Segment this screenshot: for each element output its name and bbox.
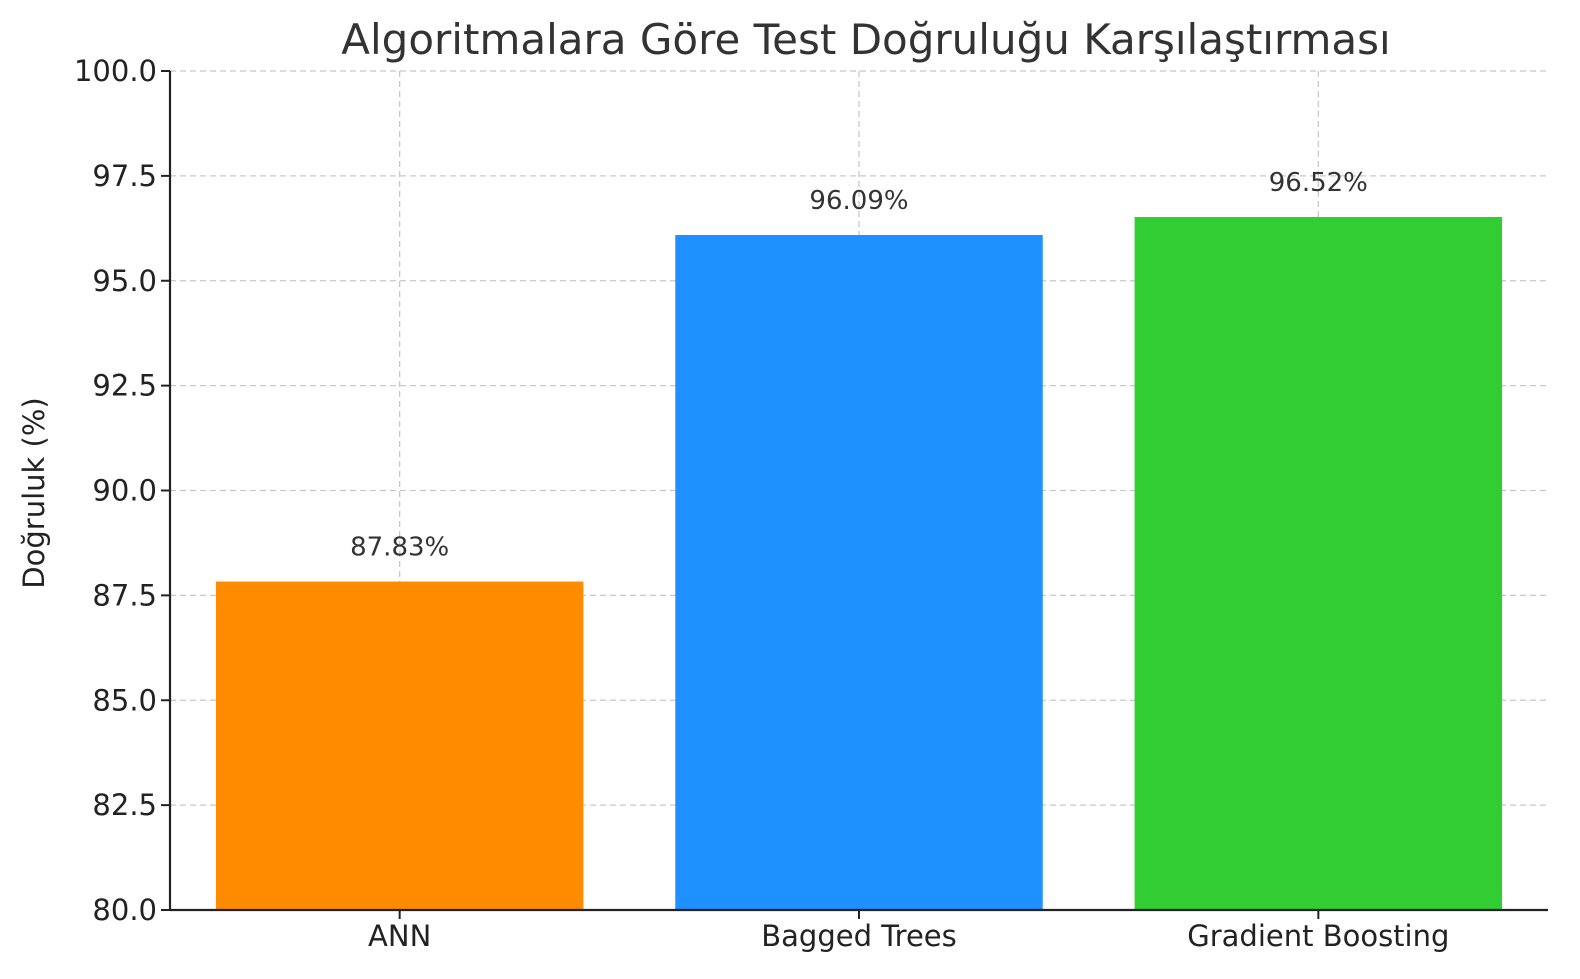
y-tick-label: 95.0 [92,264,157,298]
y-tick-label: 92.5 [92,369,157,403]
bar-gradient-boosting [1134,216,1503,911]
labels: 80.0 82.5 85.0 87.5 90.0 92.5 95.0 97.5 100.0 87.… [74,54,1449,953]
data-label: 87.83% [350,533,449,563]
y-tick-label: 85.0 [92,683,157,717]
data-label: 96.52% [1269,168,1368,198]
bar-bagged-trees [675,235,1043,910]
x-tick-label: ANN [368,919,431,953]
x-tick-label: Bagged Trees [761,919,956,953]
x-tick-label: Gradient Boosting [1187,919,1449,953]
y-tick-label: 82.5 [92,788,157,822]
chart-title: Algoritmalara Göre Test Doğruluğu Karşıl… [341,15,1390,64]
axes [161,70,1548,919]
y-tick-label: 100.0 [74,54,157,88]
bar-ann [215,581,584,910]
y-tick-label: 90.0 [92,474,157,508]
data-label: 96.09% [809,186,908,216]
y-tick-label: 87.5 [92,578,157,612]
bars [215,216,1503,911]
y-axis-label: Doğruluk (%) [17,397,51,588]
y-tick-label: 80.0 [92,893,157,927]
y-tick-label: 97.5 [92,159,157,193]
